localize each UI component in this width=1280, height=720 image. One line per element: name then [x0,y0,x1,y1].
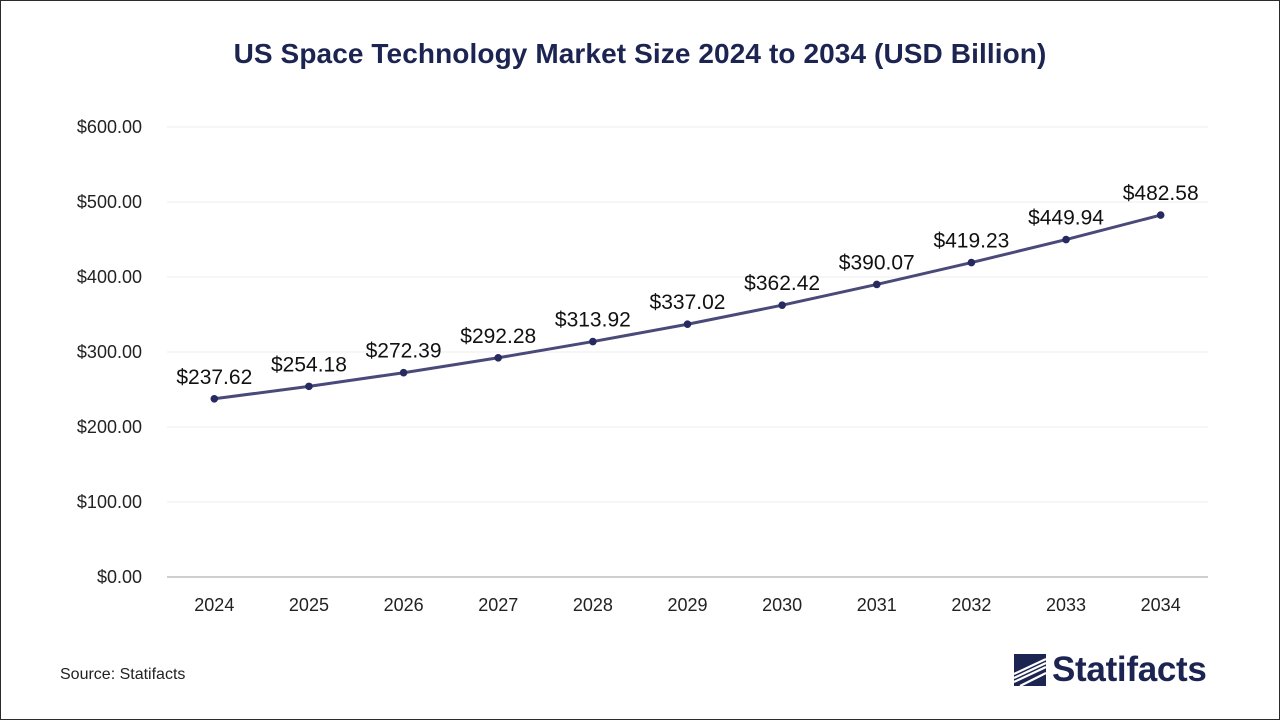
x-tick-label: 2027 [478,595,518,615]
data-point [494,353,503,362]
data-point [305,382,313,391]
data-label: $362.42 [744,272,820,295]
x-tick-label: 2034 [1141,595,1181,615]
data-label: $292.28 [460,325,536,348]
data-point [1156,211,1165,219]
x-tick-label: 2031 [857,595,897,615]
data-point [967,258,976,267]
data-label: $313.92 [555,309,631,332]
data-label: $482.58 [1123,182,1199,205]
y-tick-label: $0.00 [97,567,142,587]
statifacts-logo[interactable]: Statifacts [1012,650,1207,690]
logo-text: Statifacts [1052,650,1207,689]
x-tick-label: 2026 [384,595,424,615]
statifacts-logo-icon [1013,654,1047,687]
y-tick-label: $300.00 [77,342,142,362]
y-tick-label: $600.00 [77,117,142,137]
data-point [683,320,692,329]
data-point [399,368,408,377]
data-label: $337.02 [650,291,726,314]
x-tick-label: 2024 [194,595,234,615]
data-label: $237.62 [176,366,252,389]
data-point [589,337,597,346]
data-label: $449.94 [1028,207,1104,230]
y-tick-label: $100.00 [77,492,142,512]
y-tick-label: $200.00 [77,417,142,437]
source-note: Source: Statifacts [60,666,186,683]
data-label: $254.18 [271,353,347,376]
data-label: $272.39 [366,340,442,363]
data-label: $419.23 [933,230,1009,253]
x-tick-label: 2030 [762,595,802,615]
data-point [1062,235,1070,244]
data-point [872,280,881,289]
data-point [778,301,786,309]
x-tick-label: 2032 [951,595,991,615]
x-tick-label: 2033 [1046,595,1086,615]
y-tick-label: $500.00 [77,192,142,212]
chart-title: US Space Technology Market Size 2024 to … [233,38,1047,69]
x-tick-label: 2029 [667,595,707,615]
data-point [210,394,219,403]
x-tick-label: 2028 [573,595,613,615]
data-label: $390.07 [839,251,915,274]
y-tick-label: $400.00 [77,267,142,287]
x-tick-label: 2025 [289,595,329,615]
